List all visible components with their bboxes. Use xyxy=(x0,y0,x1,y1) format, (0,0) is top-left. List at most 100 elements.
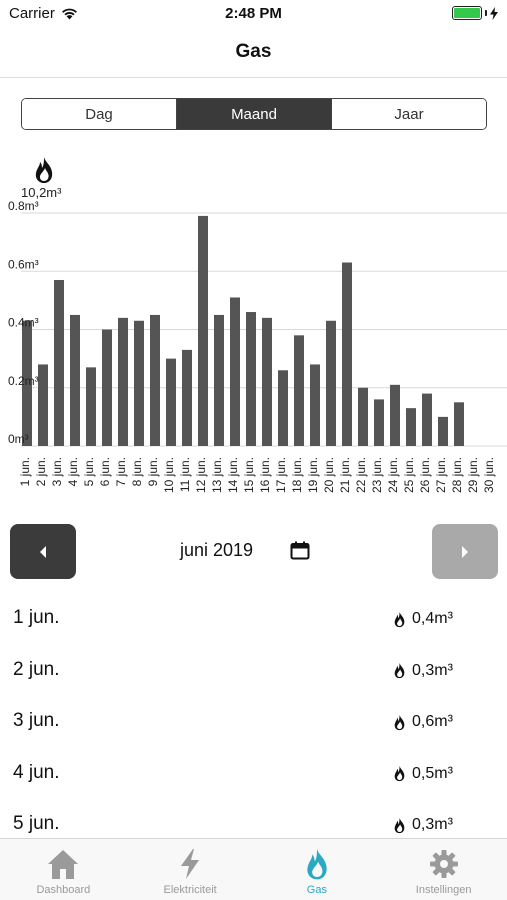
list-item-value-wrap: 0,3m³ xyxy=(393,816,453,834)
list-item-value-wrap: 0,6m³ xyxy=(393,713,453,731)
x-tick-label: 22 jun. xyxy=(354,457,368,493)
previous-month-button[interactable] xyxy=(10,524,76,579)
x-tick-label: 12 jun. xyxy=(194,457,208,493)
x-tick-label: 5 jun. xyxy=(82,457,96,486)
list-item-date: 5 jun. xyxy=(13,813,60,834)
bar[interactable] xyxy=(422,393,432,446)
flame-icon xyxy=(394,817,405,833)
bar[interactable] xyxy=(310,364,320,446)
segment-dag[interactable]: Dag xyxy=(22,99,176,129)
bar[interactable] xyxy=(86,367,96,446)
x-tick-label: 3 jun. xyxy=(50,457,64,486)
tab-elektriciteit[interactable]: Elektriciteit xyxy=(127,839,254,900)
x-tick-label: 6 jun. xyxy=(98,457,112,486)
bar[interactable] xyxy=(134,320,144,446)
list-item-value: 0,6m³ xyxy=(412,713,453,730)
x-tick-label: 7 jun. xyxy=(114,457,128,486)
x-tick-label: 30 jun. xyxy=(482,457,496,493)
y-tick-label: 0.4m³ xyxy=(8,316,39,330)
bar[interactable] xyxy=(454,402,464,446)
list-item[interactable]: 2 jun. 0,3m³ xyxy=(0,644,507,696)
bar[interactable] xyxy=(118,317,128,446)
gear-icon xyxy=(429,850,458,878)
bar[interactable] xyxy=(214,314,224,446)
lightning-icon xyxy=(181,849,200,879)
list-item-value: 0,4m³ xyxy=(412,610,453,627)
list-item-value: 0,3m³ xyxy=(412,661,453,679)
x-tick-label: 17 jun. xyxy=(274,457,288,493)
bar[interactable] xyxy=(102,329,112,447)
carrier-label: Carrier xyxy=(9,5,55,22)
bar[interactable] xyxy=(374,399,384,446)
calendar-icon[interactable] xyxy=(290,541,310,560)
month-label: juni 2019 xyxy=(180,540,254,560)
bar[interactable] xyxy=(358,387,368,446)
x-tick-label: 15 jun. xyxy=(242,457,256,493)
daily-usage-list: 1 jun. 0,4m³ 2 jun. 0,3m³ 3 jun. 0,6m³ 4… xyxy=(0,592,507,850)
bar[interactable] xyxy=(182,349,192,446)
bar[interactable] xyxy=(230,297,240,446)
segment-maand[interactable]: Maand xyxy=(176,99,331,129)
next-month-button[interactable] xyxy=(432,524,498,579)
bar[interactable] xyxy=(342,262,352,446)
list-item[interactable]: 1 jun. 0,4m³ xyxy=(0,592,507,644)
carrier: Carrier xyxy=(9,5,78,22)
list-item-value-wrap: 0,3m³ xyxy=(393,662,453,680)
flame-icon xyxy=(394,714,405,730)
list-item[interactable]: 5 jun. 0,3m³ xyxy=(0,798,507,850)
list-item-value-wrap: 0,5m³ xyxy=(393,765,453,783)
bar[interactable] xyxy=(38,364,48,446)
tab-bar: Dashboard Elektriciteit Gas xyxy=(0,838,507,900)
x-tick-label: 23 jun. xyxy=(370,457,384,493)
x-tick-label: 1 jun. xyxy=(18,457,32,486)
x-tick-label: 10 jun. xyxy=(162,457,176,493)
x-tick-label: 25 jun. xyxy=(402,457,416,493)
battery-tip xyxy=(485,10,487,16)
charging-bolt-icon xyxy=(490,6,498,20)
list-item-date: 3 jun. xyxy=(13,710,60,731)
bar[interactable] xyxy=(54,279,64,446)
list-item[interactable]: 3 jun. 0,6m³ xyxy=(0,695,507,747)
chart-total: 10,2m³ xyxy=(21,185,62,200)
x-tick-label: 19 jun. xyxy=(306,457,320,493)
list-item-value: 0,3m³ xyxy=(412,816,453,833)
navigation-bar: Gas xyxy=(0,28,507,78)
x-tick-label: 28 jun. xyxy=(450,457,464,493)
house-icon xyxy=(48,850,79,879)
bar[interactable] xyxy=(278,370,288,446)
x-tick-label: 29 jun. xyxy=(466,457,480,493)
list-item-date: 2 jun. xyxy=(13,658,60,680)
x-tick-label: 13 jun. xyxy=(210,457,224,493)
y-tick-label: 0.2m³ xyxy=(8,374,39,388)
bar[interactable] xyxy=(70,314,80,446)
flame-icon xyxy=(307,848,327,880)
flame-icon xyxy=(394,662,405,679)
battery-icon xyxy=(452,6,482,20)
tab-gas[interactable]: Gas xyxy=(254,839,381,900)
bar[interactable] xyxy=(438,416,448,446)
x-tick-label: 2 jun. xyxy=(34,457,48,486)
x-tick-label: 8 jun. xyxy=(130,457,144,486)
list-item[interactable]: 4 jun. 0,5m³ xyxy=(0,747,507,799)
tab-label: Elektriciteit xyxy=(163,884,217,896)
flame-icon xyxy=(394,765,405,782)
caret-right-icon xyxy=(462,545,468,558)
x-tick-label: 20 jun. xyxy=(322,457,336,493)
bar[interactable] xyxy=(294,335,304,446)
tab-dashboard[interactable]: Dashboard xyxy=(0,839,127,900)
segment-jaar[interactable]: Jaar xyxy=(331,99,486,129)
bar[interactable] xyxy=(406,408,416,446)
tab-instellingen[interactable]: Instellingen xyxy=(380,839,507,900)
bar[interactable] xyxy=(150,314,160,446)
page-title: Gas xyxy=(235,41,272,62)
wifi-icon xyxy=(61,8,77,20)
bar[interactable] xyxy=(390,384,400,446)
bar[interactable] xyxy=(246,312,256,446)
bar[interactable] xyxy=(326,320,336,446)
bar[interactable] xyxy=(166,358,176,446)
y-tick-label: 0.6m³ xyxy=(8,257,39,271)
flame-icon xyxy=(394,611,405,627)
bar[interactable] xyxy=(198,215,208,446)
bar[interactable] xyxy=(262,317,272,446)
bar[interactable] xyxy=(22,320,32,446)
